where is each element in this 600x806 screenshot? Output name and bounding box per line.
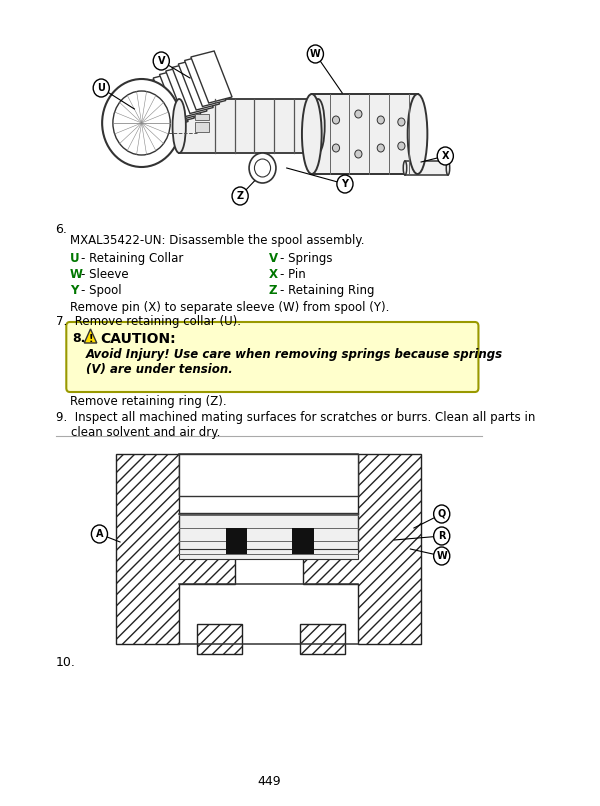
Circle shape [337, 175, 353, 193]
Circle shape [332, 116, 340, 124]
FancyBboxPatch shape [67, 322, 478, 392]
Text: X: X [442, 151, 449, 161]
Text: 6.: 6. [56, 223, 67, 236]
Bar [405, 161, 448, 175]
Circle shape [355, 110, 362, 118]
Text: Z: Z [236, 191, 244, 201]
Circle shape [254, 159, 271, 177]
Polygon shape [84, 329, 97, 343]
Circle shape [398, 142, 405, 150]
Bar [196, 122, 209, 132]
Ellipse shape [311, 99, 325, 153]
Polygon shape [153, 72, 194, 124]
Text: Z: Z [269, 284, 277, 297]
Polygon shape [197, 624, 242, 654]
Circle shape [434, 527, 450, 545]
Text: 449: 449 [257, 775, 281, 788]
Bar [312, 94, 418, 174]
Polygon shape [140, 79, 182, 131]
Text: 10.: 10. [56, 656, 76, 669]
Text: X: X [269, 268, 278, 281]
Circle shape [93, 79, 109, 97]
Circle shape [437, 147, 454, 165]
Polygon shape [178, 58, 220, 110]
Polygon shape [116, 454, 235, 644]
Polygon shape [172, 61, 213, 114]
Text: 7.  Remove retaining collar (U).: 7. Remove retaining collar (U). [56, 315, 241, 328]
Circle shape [434, 547, 450, 565]
Text: Avoid Injury! Use care when removing springs because springs
(V) are under tensi: Avoid Injury! Use care when removing spr… [86, 348, 503, 376]
Text: Q: Q [437, 509, 446, 519]
Polygon shape [300, 624, 345, 654]
Circle shape [377, 116, 385, 124]
Circle shape [377, 144, 385, 152]
Bar [196, 114, 209, 120]
Ellipse shape [407, 94, 427, 174]
Text: - Pin: - Pin [280, 268, 305, 281]
Polygon shape [147, 76, 188, 127]
Text: 8.: 8. [73, 332, 86, 345]
Text: Remove pin (X) to separate sleeve (W) from spool (Y).: Remove pin (X) to separate sleeve (W) fr… [70, 301, 389, 314]
Circle shape [249, 153, 276, 183]
Text: U: U [70, 252, 80, 265]
Text: - Spool: - Spool [80, 284, 121, 297]
Circle shape [113, 91, 170, 155]
Text: !: ! [88, 334, 93, 344]
Ellipse shape [173, 99, 186, 153]
Bar [292, 528, 314, 554]
Text: - Springs: - Springs [280, 252, 332, 265]
Polygon shape [303, 454, 421, 644]
Text: W: W [70, 268, 83, 281]
Circle shape [332, 144, 340, 152]
Circle shape [398, 118, 405, 126]
Circle shape [153, 52, 169, 70]
Text: U: U [97, 83, 105, 93]
Text: V: V [158, 56, 165, 66]
Polygon shape [166, 65, 207, 117]
Text: V: V [269, 252, 278, 265]
Circle shape [232, 187, 248, 205]
Ellipse shape [446, 161, 450, 175]
Text: Remove retaining ring (Z).: Remove retaining ring (Z). [70, 395, 227, 408]
Bar [226, 528, 247, 554]
Text: - Retaining Ring: - Retaining Ring [280, 284, 374, 297]
Ellipse shape [403, 161, 407, 175]
Polygon shape [185, 55, 226, 106]
Polygon shape [191, 51, 232, 103]
Circle shape [102, 79, 181, 167]
Polygon shape [160, 69, 200, 121]
Text: MXAL35422-UN: Disassemble the spool assembly.: MXAL35422-UN: Disassemble the spool asse… [70, 234, 364, 247]
Circle shape [91, 525, 107, 543]
Text: Y: Y [341, 179, 349, 189]
Text: W: W [436, 551, 447, 561]
Text: CAUTION:: CAUTION: [100, 332, 176, 346]
Text: Y: Y [70, 284, 78, 297]
Bar [179, 99, 318, 153]
Text: - Sleeve: - Sleeve [80, 268, 128, 281]
Circle shape [355, 150, 362, 158]
Text: - Retaining Collar: - Retaining Collar [80, 252, 183, 265]
Bar [179, 549, 358, 559]
Text: 9.  Inspect all machined mating surfaces for scratches or burrs. Clean all parts: 9. Inspect all machined mating surfaces … [56, 411, 535, 439]
Text: W: W [310, 49, 321, 59]
Text: R: R [438, 531, 445, 541]
Circle shape [434, 505, 450, 523]
Ellipse shape [302, 94, 322, 174]
Circle shape [307, 45, 323, 63]
Bar [179, 513, 358, 551]
Text: A: A [96, 529, 103, 539]
Bar [179, 454, 358, 496]
